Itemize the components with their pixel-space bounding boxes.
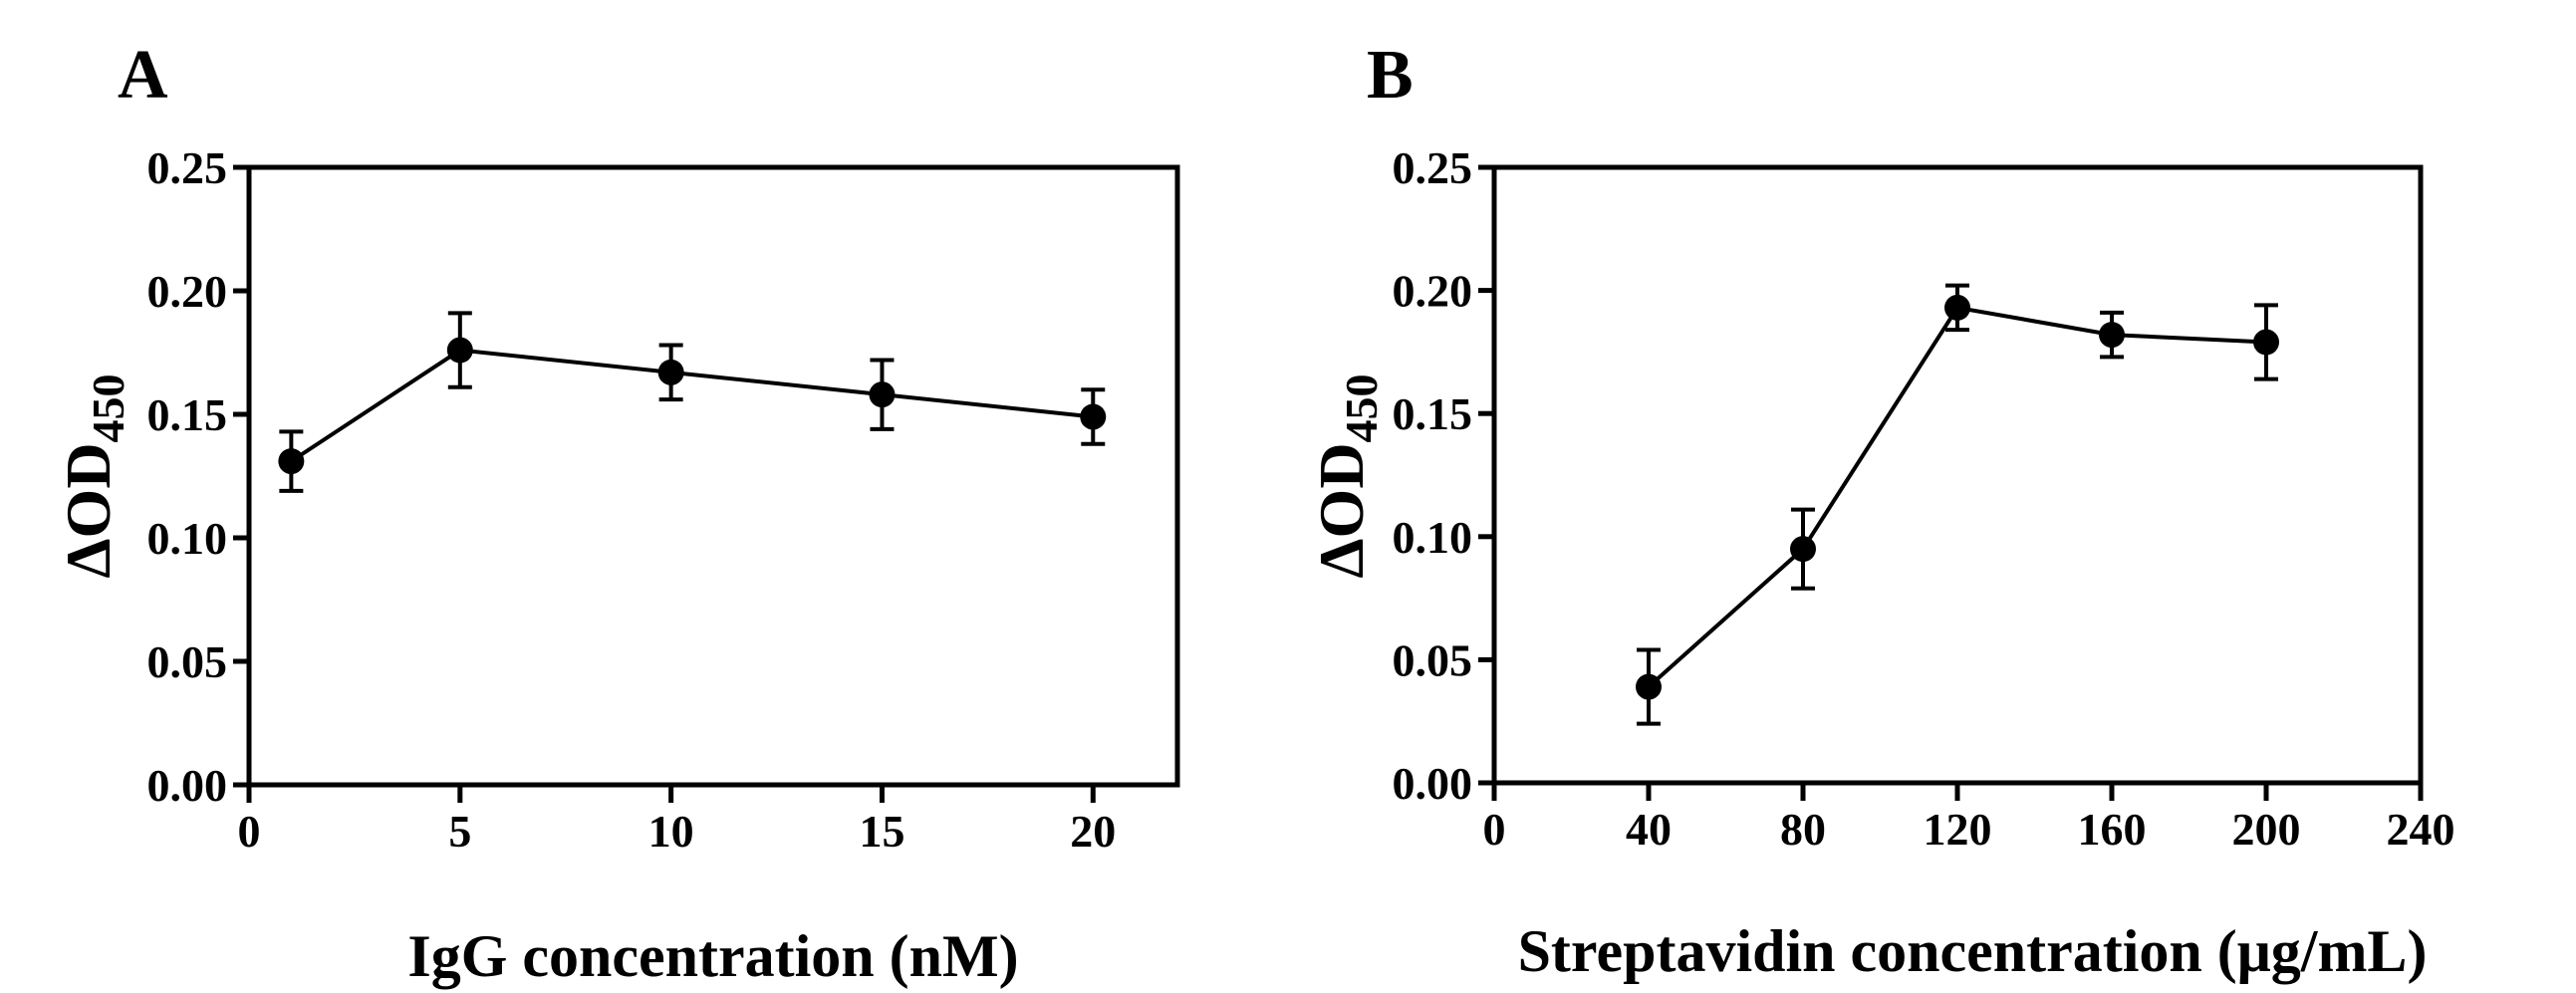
panel-a-y-tick-label: 0.05 (147, 636, 228, 687)
panel-a-x-tick-label: 5 (448, 806, 471, 857)
panel-a-x-axis-title: IgG concentration (nM) (407, 923, 1018, 989)
panel-b-x-tick-label: 120 (1924, 804, 1992, 855)
panel-a-y-tick-label: 0.00 (147, 760, 228, 811)
panel-b-y-axis-title: ΔOD450 (1306, 373, 1387, 578)
panel-b-y-tick-label: 0.25 (1393, 142, 1473, 193)
panel-a-data-point (278, 448, 305, 475)
panel-b-data-point (1944, 294, 1970, 321)
panel-b-y-axis-title-main: ΔOD (1306, 442, 1377, 578)
panel-a: A IgG concentration (nM) ΔOD450 0.00 0.05… (53, 37, 1180, 989)
panel-a-data-point (1080, 403, 1107, 430)
panel-a-x-tick-label: 20 (1070, 806, 1116, 857)
panel-b-y-tick-label: 0.05 (1393, 634, 1473, 685)
panel-a-data-point (446, 337, 473, 364)
panel-a-y-axis-title-main: ΔOD (53, 442, 124, 578)
panel-b-y-tick-label: 0.10 (1393, 512, 1473, 563)
panel-b-x-axis-title: Streptavidin concentration (μg/mL) (1518, 918, 2428, 984)
panel-a-plot-frame (246, 164, 1180, 788)
panel-b-x-tick-label: 40 (1626, 804, 1672, 855)
panel-b-y-tick-label: 0.20 (1393, 266, 1473, 317)
panel-b-x-tick-label: 0 (1483, 804, 1506, 855)
panel-b-data-point (1636, 673, 1662, 700)
panel-b-ticks: 0.00 0.05 0.10 0.15 0.20 0.25 0 40 80 120 160 200 24… (1393, 142, 2455, 855)
panel-b-data-point (2253, 329, 2279, 356)
panel-a-data-point (657, 359, 684, 385)
panel-b-plot-frame (1491, 164, 2424, 786)
panel-b-y-tick-label: 0.15 (1393, 388, 1473, 439)
panel-b-data-point (1790, 536, 1816, 563)
panel-b-series-line (1647, 305, 2267, 689)
panel-a-marks (278, 311, 1107, 493)
panel-b-x-tick-label: 200 (2232, 804, 2301, 855)
panel-a-y-tick-label: 0.10 (147, 513, 228, 564)
panel-b-x-tick-label: 240 (2387, 804, 2455, 855)
panel-b-y-tick-label: 0.00 (1393, 758, 1473, 809)
panel-a-y-axis-title: ΔOD450 (53, 373, 133, 578)
panel-b-x-tick-label: 160 (2078, 804, 2147, 855)
panel-a-y-tick-label: 0.20 (147, 266, 228, 317)
panel-a-x-tick-label: 10 (648, 806, 694, 857)
panel-b-y-axis-title-subscript: 450 (1336, 373, 1387, 442)
panel-a-y-axis-title-subscript: 450 (83, 373, 133, 442)
panel-a-ticks: 0.00 0.05 0.10 0.15 0.20 0.25 0 5 10 15 20 (147, 142, 1117, 857)
panel-a-x-tick-label: 15 (859, 806, 904, 857)
panel-a-data-point (869, 381, 896, 408)
panel-a-y-tick-label: 0.25 (147, 142, 228, 193)
panel-b-x-tick-label: 80 (1780, 804, 1826, 855)
panel-b-data-point (2099, 322, 2125, 349)
panel-a-y-tick-label: 0.15 (147, 389, 228, 440)
panel-b: B Streptavidin concentration (μg/mL) ΔOD… (1306, 37, 2455, 984)
panel-a-x-tick-label: 0 (238, 806, 261, 857)
panel-a-letter: A (118, 37, 168, 114)
panel-a-series-line (290, 348, 1094, 463)
panel-b-letter: B (1367, 37, 1414, 114)
panel-b-marks (1636, 283, 2279, 726)
